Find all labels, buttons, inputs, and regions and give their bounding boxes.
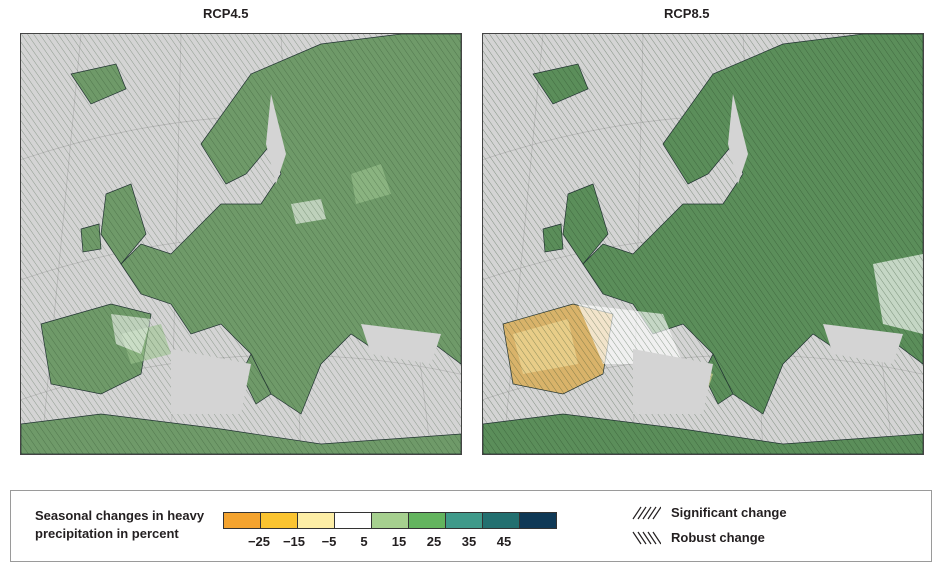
color-swatch — [519, 512, 557, 529]
color-swatch — [371, 512, 409, 529]
significant-change-key: Significant change — [631, 505, 787, 520]
color-swatch — [482, 512, 520, 529]
robust-change-key: Robust change — [631, 530, 765, 545]
robust-change-label: Robust change — [671, 530, 765, 545]
map-panel-rcp45 — [20, 33, 462, 455]
legend-title-line1: Seasonal changes in heavy — [35, 508, 205, 523]
robust-hatch-icon — [632, 531, 661, 544]
color-swatch — [408, 512, 446, 529]
color-swatch — [260, 512, 298, 529]
color-swatch — [445, 512, 483, 529]
legend-title: Seasonal changes in heavy precipitation … — [35, 507, 225, 543]
map-panel-rcp85 — [482, 33, 924, 455]
color-swatch — [334, 512, 372, 529]
scale-tick-label: −5 — [321, 534, 337, 549]
scale-tick-label: 45 — [496, 534, 512, 549]
scale-tick-label: −25 — [247, 534, 271, 549]
legend: Seasonal changes in heavy precipitation … — [10, 490, 932, 562]
color-swatch — [297, 512, 335, 529]
significant-change-label: Significant change — [671, 505, 787, 520]
scale-tick-label: 35 — [461, 534, 477, 549]
legend-title-line2: precipitation in percent — [35, 526, 179, 541]
color-scale — [223, 512, 557, 529]
scale-tick-label: −15 — [282, 534, 306, 549]
map-title-rcp45: RCP4.5 — [203, 6, 249, 21]
map-title-rcp85: RCP8.5 — [664, 6, 710, 21]
scale-tick-label: 5 — [360, 534, 368, 549]
scale-tick-label: 25 — [426, 534, 442, 549]
significant-hatch-icon — [632, 506, 661, 519]
scale-tick-label: 15 — [391, 534, 407, 549]
color-swatch — [223, 512, 261, 529]
